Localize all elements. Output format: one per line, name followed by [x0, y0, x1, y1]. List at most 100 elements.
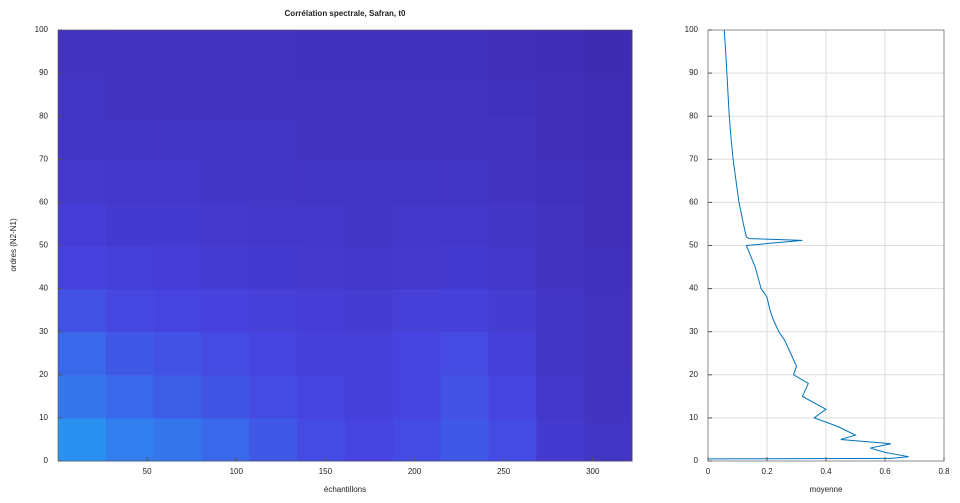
heatmap-cell [440, 374, 489, 419]
heatmap-cell [297, 159, 346, 203]
heatmap-cell [201, 331, 250, 376]
y-tick-label: 90 [39, 68, 48, 77]
y-tick-label: 20 [689, 370, 698, 379]
heatmap-cell [392, 116, 442, 160]
heatmap-cell [201, 73, 250, 117]
heatmap-cell [345, 374, 394, 419]
heatmap-cell [105, 202, 155, 246]
heatmap-cell [584, 374, 633, 419]
heatmap-cell [58, 417, 107, 462]
y-tick-label: 80 [39, 111, 48, 120]
heatmap-cell [536, 288, 585, 333]
heatmap-cell [536, 116, 585, 160]
heatmap-cell [105, 288, 155, 333]
heatmap-cell [440, 331, 489, 376]
heatmap-cell [488, 159, 537, 203]
x-axis-label: échantillons [324, 485, 366, 494]
heatmap-cell [584, 288, 633, 333]
heatmap-cell [536, 30, 585, 74]
heatmap-cell [249, 245, 298, 290]
y-tick-label: 40 [689, 284, 698, 293]
heatmap-cell [536, 374, 585, 419]
heatmap-cell [392, 202, 442, 246]
heatmap-cell [584, 159, 633, 203]
heatmap-cell [249, 30, 298, 74]
heatmap-cell [105, 116, 155, 160]
heatmap-cell [345, 245, 394, 290]
heatmap-cell [249, 116, 298, 160]
y-tick-label: 70 [689, 154, 698, 163]
heatmap-cell [201, 30, 250, 74]
heatmap-cell [297, 245, 346, 290]
y-tick-label: 30 [39, 327, 48, 336]
heatmap-cell [201, 245, 250, 290]
heatmap-cell [105, 73, 155, 117]
heatmap-cell [153, 73, 202, 117]
heatmap-cell [392, 245, 442, 290]
heatmap-cell [297, 202, 346, 246]
x-tick-label: 0.4 [820, 467, 832, 476]
heatmap-cell [584, 331, 633, 376]
heatmap-cell [488, 417, 537, 462]
heatmap-cell [440, 30, 489, 74]
heatmap-cell [297, 374, 346, 419]
y-tick-label: 20 [39, 370, 48, 379]
heatmap-cell [345, 159, 394, 203]
heatmap-cell [105, 417, 155, 462]
x-axis-label: moyenne [810, 485, 843, 494]
heatmap-cell [536, 159, 585, 203]
heatmap-cell [345, 202, 394, 246]
heatmap-cell [536, 245, 585, 290]
heatmap-cell [440, 245, 489, 290]
heatmap-cell [153, 202, 202, 246]
heatmap-cell [58, 202, 107, 246]
x-tick-label: 150 [319, 467, 333, 476]
y-tick-label: 50 [39, 241, 48, 250]
heatmap-cell [153, 245, 202, 290]
heatmap-cell [440, 417, 489, 462]
heatmap-cell [440, 288, 489, 333]
heatmap-cell [345, 288, 394, 333]
heatmap-cell [297, 417, 346, 462]
y-tick-label: 100 [35, 25, 49, 34]
heatmap-cell [201, 116, 250, 160]
heatmap-cell [58, 73, 107, 117]
heatmap-cell [153, 331, 202, 376]
heatmap-cell [249, 159, 298, 203]
x-tick-label: 50 [143, 467, 152, 476]
x-tick-label: 0.6 [879, 467, 891, 476]
heatmap-cell [58, 288, 107, 333]
heatmap-cell [105, 245, 155, 290]
heatmap-cell [392, 374, 442, 419]
x-tick-label: 0.8 [938, 467, 950, 476]
heatmap-cell [392, 159, 442, 203]
heatmap-cell [297, 73, 346, 117]
heatmap-cell [440, 202, 489, 246]
heatmap-cell [584, 202, 633, 246]
heatmap-cell [153, 116, 202, 160]
heatmap-cell [249, 73, 298, 117]
heatmap-cell [584, 417, 633, 462]
heatmap-cell [345, 30, 394, 74]
heatmap-cell [536, 331, 585, 376]
heatmap-cell [58, 30, 107, 74]
heatmap-cell [345, 73, 394, 117]
heatmap-cell [345, 331, 394, 376]
heatmap-cell [440, 159, 489, 203]
heatmap-cell [345, 116, 394, 160]
y-tick-label: 10 [39, 413, 48, 422]
heatmap-cell [488, 331, 537, 376]
x-tick-label: 300 [586, 467, 600, 476]
heatmap-cell [105, 30, 155, 74]
heatmap-cell [201, 202, 250, 246]
heatmap-cell [297, 30, 346, 74]
y-tick-label: 10 [689, 413, 698, 422]
heatmap-cell [488, 73, 537, 117]
y-tick-label: 90 [689, 68, 698, 77]
heatmap-cell [249, 374, 298, 419]
heatmap-cell [297, 116, 346, 160]
heatmap-cell [584, 73, 633, 117]
heatmap-cell [58, 116, 107, 160]
heatmap-cell [201, 417, 250, 462]
line [707, 29, 909, 460]
